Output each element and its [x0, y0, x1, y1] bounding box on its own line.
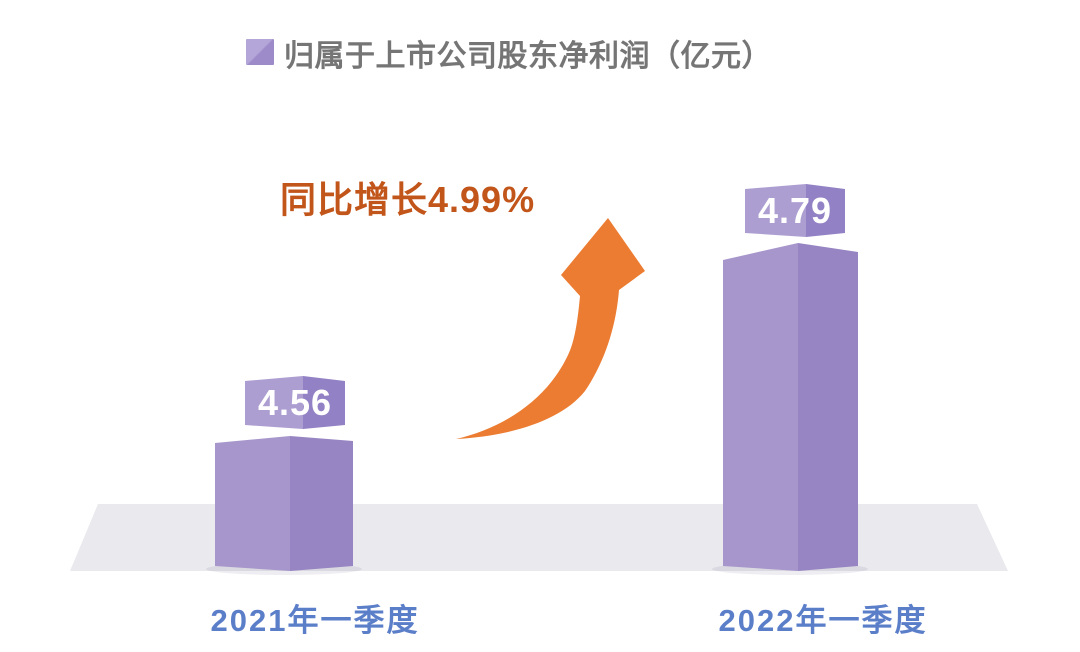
value-badge-2021-left-face	[245, 376, 303, 429]
bar-2022-left-face	[723, 243, 798, 571]
growth-annotation: 同比增长4.99%	[280, 179, 536, 220]
bar-2021	[215, 436, 353, 571]
value-badge-2022-left-face	[745, 184, 806, 237]
value-badge-2021-right-face	[303, 376, 345, 429]
bar-value-2022: 4.79	[757, 190, 833, 231]
axis-label-2021: 2021年一季度	[210, 603, 420, 638]
chart-title: 归属于上市公司股东净利润（亿元）	[284, 40, 772, 73]
bar-value-2021: 4.56	[257, 382, 333, 423]
bar-2022	[723, 243, 858, 571]
bar-2021-left-face	[215, 436, 290, 571]
legend-marker-icon	[246, 39, 274, 65]
value-badge-2022-right-face	[806, 184, 845, 237]
bar-2021-right-face	[290, 436, 353, 571]
bar-2022-right-face	[798, 243, 858, 571]
growth-arrow-icon	[456, 218, 645, 439]
value-badge-2022	[745, 184, 845, 237]
floor-platform	[70, 504, 1008, 571]
value-badge-2021	[245, 376, 345, 429]
axis-label-2022: 2022年一季度	[718, 603, 928, 638]
